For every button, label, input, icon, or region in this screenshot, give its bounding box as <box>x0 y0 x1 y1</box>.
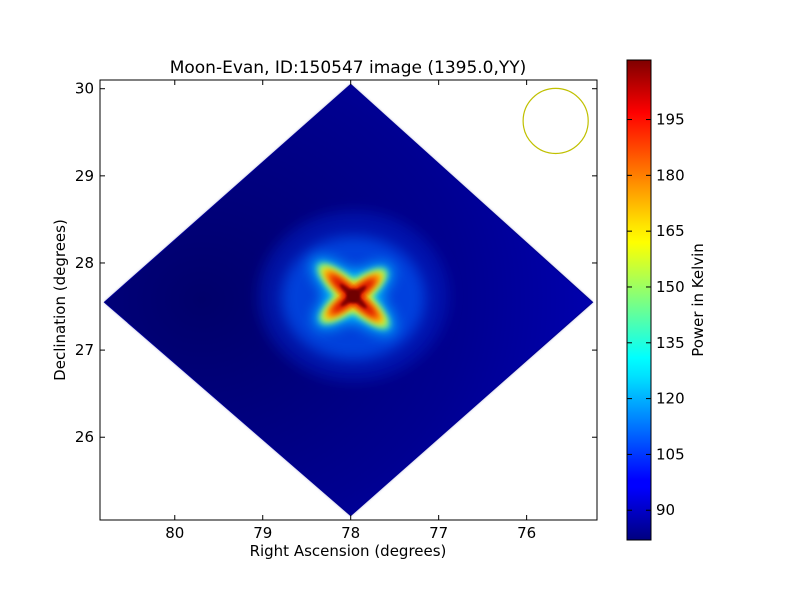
colorbar-tick-label: 150 <box>656 278 685 296</box>
colorbar-label: Power in Kelvin <box>689 243 707 357</box>
x-tick-label: 80 <box>165 524 184 542</box>
colorbar-ticks: 90 105 120 135 150 165 180 195 <box>627 111 685 519</box>
plot-area <box>103 83 594 517</box>
x-tick-label: 78 <box>341 524 360 542</box>
x-axis: 80 79 78 77 76 <box>165 80 536 542</box>
x-tick-label: 76 <box>517 524 536 542</box>
colorbar-tick-label: 105 <box>656 445 685 463</box>
colorbar-tick-label: 165 <box>656 222 685 240</box>
y-tick-label: 26 <box>75 428 94 446</box>
source-emission <box>258 211 449 382</box>
beam-circle <box>522 87 589 155</box>
y-tick-label: 28 <box>75 254 94 272</box>
y-tick-label: 30 <box>75 80 94 98</box>
colorbar-tick-label: 120 <box>656 390 685 408</box>
x-tick-label: 79 <box>253 524 272 542</box>
colorbar-tick-label: 180 <box>656 166 685 184</box>
colorbar-gradient <box>626 59 652 541</box>
axes-frame <box>99 79 598 521</box>
y-axis: 26 27 28 29 30 <box>75 80 597 446</box>
x-axis-label: Right Ascension (degrees) <box>250 542 447 560</box>
chart-title: Moon-Evan, ID:150547 image (1395.0,YY) <box>170 58 527 78</box>
colorbar-tick-label: 135 <box>656 334 685 352</box>
colorbar: 90 105 120 135 150 165 180 195 Power in Kelvin <box>626 59 707 541</box>
y-axis-label: Declination (degrees) <box>51 219 69 381</box>
x-tick-label: 77 <box>429 524 448 542</box>
colorbar-tick-label: 195 <box>656 111 685 129</box>
y-tick-label: 29 <box>75 167 94 185</box>
colorbar-tick-label: 90 <box>656 501 675 519</box>
source-peak <box>346 289 361 304</box>
y-tick-label: 27 <box>75 341 94 359</box>
